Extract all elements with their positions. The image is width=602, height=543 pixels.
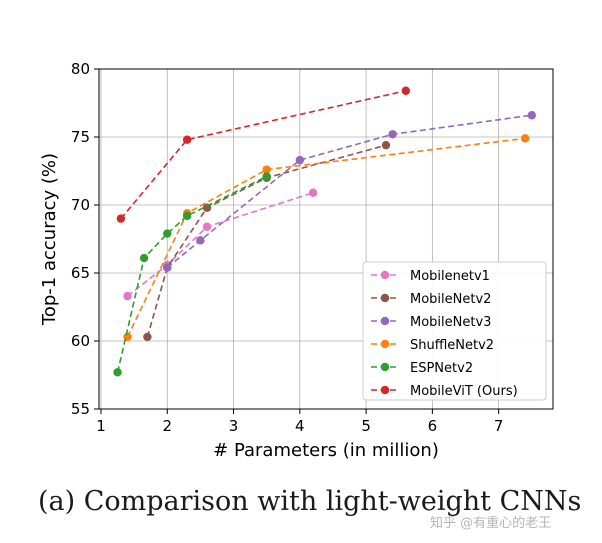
data-point — [182, 135, 192, 144]
legend-swatch-marker — [380, 362, 390, 372]
legend-item: MobileNetv3 — [371, 315, 491, 330]
data-point — [182, 211, 192, 221]
legend-box — [362, 261, 547, 401]
data-point — [113, 368, 122, 377]
x-tick-label: 7 — [494, 417, 504, 435]
legend-item: MobileNetv2 — [371, 292, 491, 307]
legend-item: ShuffleNetv2 — [371, 338, 494, 353]
data-point — [116, 214, 126, 223]
x-tick-label: 1 — [96, 417, 106, 435]
data-point — [295, 155, 305, 165]
data-point — [143, 332, 152, 342]
x-tick-label: 3 — [229, 417, 239, 435]
series-line — [126, 137, 526, 338]
legend-swatch-marker — [380, 293, 390, 303]
y-tick-label: 70 — [71, 196, 90, 214]
legend-swatch-marker — [380, 316, 390, 326]
x-axis-label: # Parameters (in million) — [213, 440, 439, 461]
x-tick-label: 5 — [361, 417, 371, 435]
data-point — [381, 140, 391, 150]
y-axis-label: Top-1 accuracy (%) — [39, 153, 60, 326]
y-tick-label: 80 — [71, 60, 90, 78]
chart: 1 2 3 4 5 6 7 55 60 65 70 75 80 # Parameters (in mil… — [39, 60, 554, 461]
legend: Mobilenetv1 MobileNetv2 MobileNetv3 Shuffle… — [362, 261, 547, 401]
data-point — [196, 236, 205, 245]
y-tick-label: 75 — [71, 128, 90, 146]
data-point — [262, 172, 271, 181]
data-point — [262, 165, 271, 174]
series-line — [166, 114, 532, 269]
legend-label: MobileViT (Ours) — [410, 384, 518, 399]
x-tick-label: 2 — [162, 417, 172, 435]
series-line — [116, 175, 268, 373]
data-point — [527, 111, 536, 120]
data-point — [308, 188, 318, 197]
data-point — [163, 263, 172, 272]
plot-frame — [98, 68, 554, 410]
legend-label: MobileNetv3 — [410, 315, 491, 330]
legend-swatch-marker — [380, 339, 390, 349]
legend-label: Mobilenetv1 — [410, 269, 490, 284]
y-tick-label: 60 — [71, 332, 90, 350]
legend-label: ShuffleNetv2 — [410, 338, 494, 353]
legend-label: MobileNetv2 — [410, 292, 491, 307]
series-group — [113, 86, 536, 377]
series-mobilenetv3 — [163, 111, 536, 272]
data-point — [123, 291, 132, 301]
series-line — [127, 192, 314, 297]
legend-swatch-marker — [380, 270, 390, 280]
legend-swatch-marker — [380, 385, 390, 395]
data-point — [163, 229, 172, 238]
x-tick-label: 6 — [428, 417, 438, 435]
legend-item: MobileViT (Ours) — [371, 384, 518, 399]
data-point — [139, 253, 149, 263]
data-point — [388, 130, 397, 139]
y-tick-label: 55 — [71, 400, 90, 418]
ticks: 1 2 3 4 5 6 7 55 60 65 70 75 80 — [71, 60, 504, 435]
legend-item: ESPNetv2 — [371, 361, 473, 376]
y-tick-label: 65 — [71, 264, 90, 282]
watermark: 知乎 @有重心的老王 — [430, 516, 552, 531]
legend-label: ESPNetv2 — [410, 361, 473, 376]
data-point — [401, 86, 411, 95]
series-line — [120, 90, 407, 220]
series-espnetv2 — [113, 172, 271, 377]
legend-item: Mobilenetv1 — [371, 269, 490, 284]
series-mobilevit-ours — [116, 86, 411, 223]
x-tick-label: 4 — [295, 417, 305, 435]
figure-caption: (a) Comparison with light-weight CNNs — [38, 486, 582, 517]
data-point — [520, 134, 530, 143]
data-point — [202, 222, 212, 231]
